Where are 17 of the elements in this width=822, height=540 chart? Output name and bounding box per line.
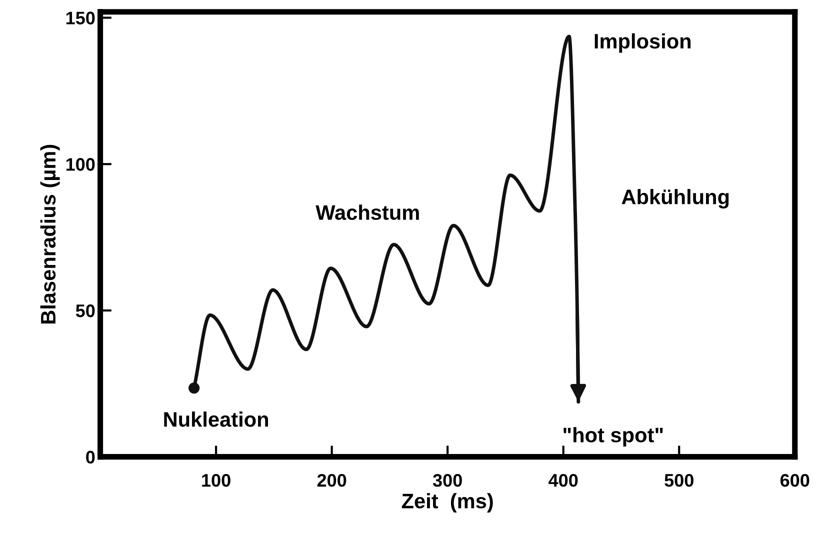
y-axis-title: Blasenradius (µm) bbox=[40, 144, 60, 324]
annotation: "hot spot" bbox=[564, 427, 663, 447]
annotation: Implosion bbox=[594, 33, 691, 53]
y-tick-label: 100 bbox=[66, 158, 95, 171]
x-tick-label: 300 bbox=[432, 474, 462, 487]
y-tick-label: 0 bbox=[86, 450, 95, 464]
x-tick-label: 200 bbox=[317, 474, 346, 487]
x-tick-label: 500 bbox=[664, 474, 694, 487]
annotation: Nukleation bbox=[164, 412, 268, 427]
y-tick-label: 50 bbox=[76, 304, 95, 318]
x-tick-label: 100 bbox=[202, 474, 230, 487]
y-tick-label: 150 bbox=[66, 12, 95, 24]
annotation: Wachstum bbox=[316, 204, 419, 220]
x-tick-label: 400 bbox=[548, 474, 578, 487]
x-axis-title: Zeit (ms) bbox=[402, 493, 493, 513]
annotation: Abkühlung bbox=[622, 189, 729, 209]
x-tick-label: 600 bbox=[780, 474, 810, 487]
